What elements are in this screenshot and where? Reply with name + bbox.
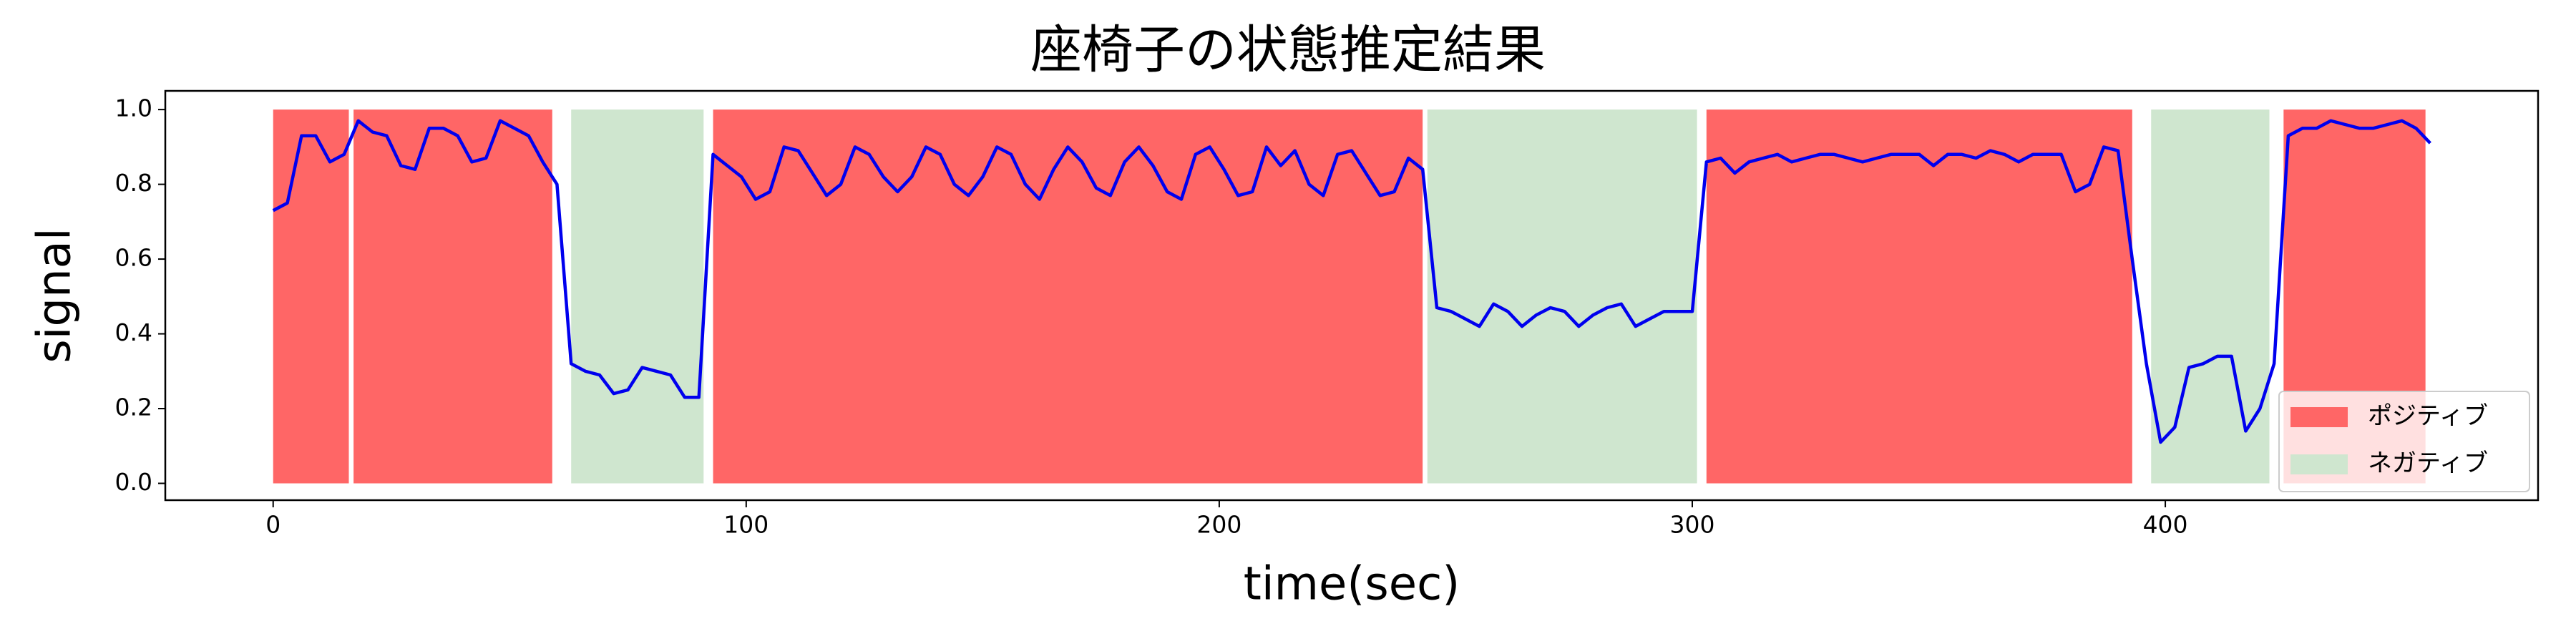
span	[2151, 109, 2270, 484]
x-tick-label: 300	[1669, 511, 1714, 539]
span	[1427, 109, 1697, 484]
y-tick-label: 0.8	[115, 169, 152, 197]
legend-label: ポジティブ	[2368, 402, 2488, 431]
span	[273, 109, 349, 484]
y-tick-label: 0.4	[115, 318, 152, 346]
span	[1706, 109, 2132, 484]
span	[571, 109, 704, 484]
signal-line	[272, 119, 2431, 444]
y-axis-label: signal	[29, 228, 82, 363]
x-axis-label: time(sec)	[1244, 558, 1460, 611]
legend-swatch	[2290, 454, 2348, 474]
y-tick-label: 1.0	[115, 94, 152, 122]
span	[353, 109, 552, 484]
span	[713, 109, 1423, 484]
axes-frame	[164, 89, 2540, 502]
y-tick-label: 0.6	[115, 244, 152, 272]
legend-label: ネガティブ	[2368, 449, 2488, 478]
legend-swatch	[2290, 407, 2348, 427]
x-tick-label: 100	[723, 511, 769, 539]
x-tick-label: 200	[1196, 511, 1241, 539]
x-tick-label: 0	[265, 511, 280, 539]
y-tick-label: 0.0	[115, 468, 152, 496]
chart-title: 座椅子の状態推定結果	[1030, 20, 1546, 80]
x-tick-label: 400	[2143, 511, 2188, 539]
y-tick-label: 0.2	[115, 394, 152, 421]
